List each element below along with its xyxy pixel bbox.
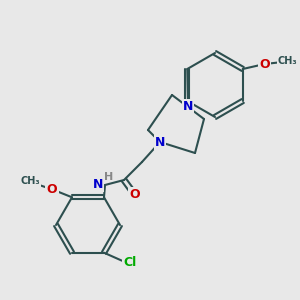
Text: CH₃: CH₃ <box>20 176 40 186</box>
Text: N: N <box>155 136 165 148</box>
Text: O: O <box>47 183 57 196</box>
Text: H: H <box>104 172 114 182</box>
Text: N: N <box>93 178 103 190</box>
Text: O: O <box>130 188 140 202</box>
Text: N: N <box>183 100 193 113</box>
Text: Cl: Cl <box>123 256 136 269</box>
Text: O: O <box>260 58 270 70</box>
Text: CH₃: CH₃ <box>278 56 298 66</box>
